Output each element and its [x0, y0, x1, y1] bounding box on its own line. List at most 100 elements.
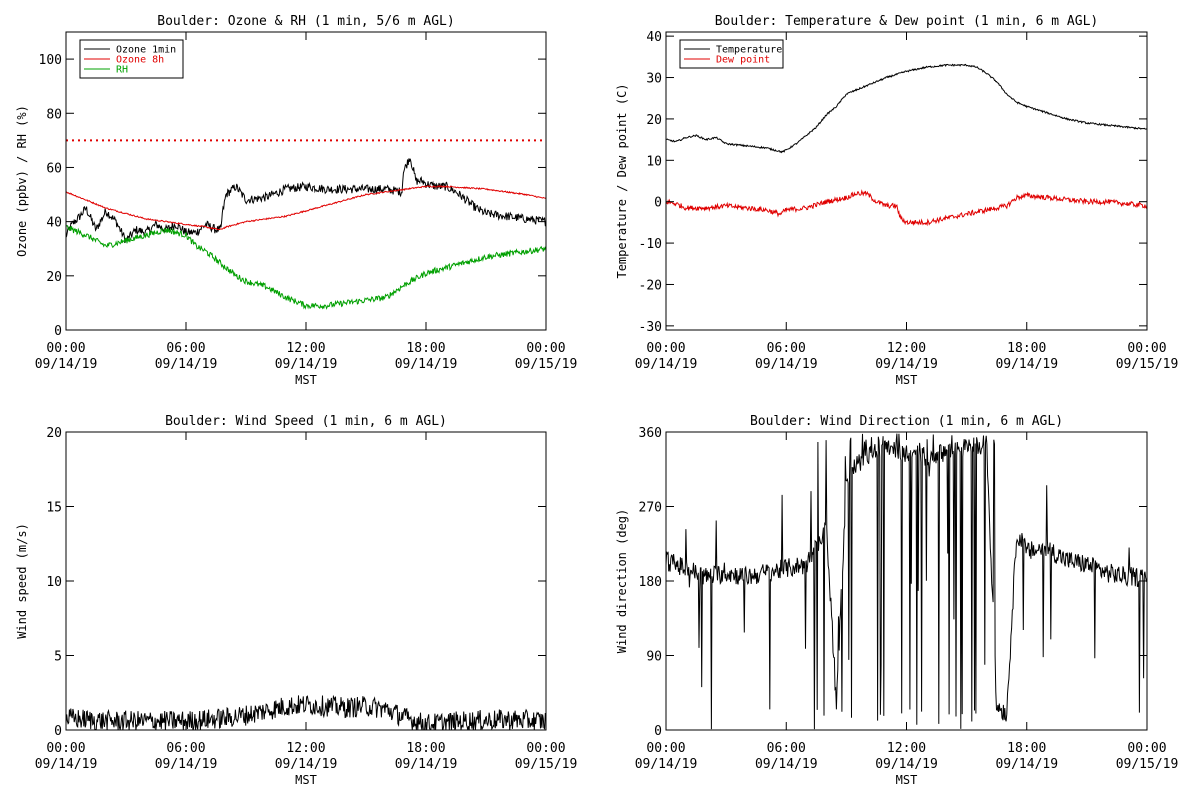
plot-frame — [665, 31, 1148, 331]
y-tick-label: 0 — [654, 724, 662, 739]
y-axis-label: Ozone (ppbv) / RH (%) — [15, 105, 29, 257]
x-tick-date: 09/14/19 — [35, 357, 98, 372]
x-axis-label: MST — [896, 373, 918, 387]
y-tick-label: 60 — [46, 161, 62, 176]
y-tick-label: 0 — [54, 724, 62, 739]
chart-wind-speed: Boulder: Wind Speed (1 min, 6 m AGL) 0 5 10… — [15, 414, 577, 787]
x-tick-date: 09/14/19 — [395, 757, 458, 772]
x-tick-date: 09/14/19 — [995, 757, 1058, 772]
x-tick-date: 09/14/19 — [755, 357, 818, 372]
plot-area — [66, 139, 546, 310]
chart-wind-direction: Boulder: Wind Direction (1 min, 6 m AGL)… — [615, 414, 1178, 787]
x-tick-time: 12:00 — [887, 741, 926, 756]
series-line-rh — [66, 224, 546, 310]
chart-title: Boulder: Ozone & RH (1 min, 5/6 m AGL) — [157, 14, 454, 29]
chart-title: Boulder: Wind Direction (1 min, 6 m AGL) — [750, 414, 1063, 429]
legend-label: Temperature — [716, 45, 782, 56]
x-tick-date: 09/14/19 — [155, 357, 218, 372]
chart-temp-dew: Boulder: Temperature & Dew point (1 min,… — [615, 14, 1178, 387]
legend-box — [679, 39, 784, 69]
legend-label: Ozone 8h — [116, 55, 164, 66]
y-tick-label: -20 — [639, 278, 662, 293]
y-tick-label: 270 — [639, 501, 662, 516]
plot-frame — [65, 431, 547, 731]
x-tick-date: 09/15/19 — [515, 757, 578, 772]
legend-label: Dew point — [716, 55, 770, 66]
x-tick-date: 09/14/19 — [275, 757, 338, 772]
plot-area — [666, 433, 1147, 730]
x-tick-time: 18:00 — [406, 341, 445, 356]
series-line-data — [666, 433, 1147, 730]
chart-title: Boulder: Temperature & Dew point (1 min,… — [715, 14, 1099, 29]
series-line-ozone-8h — [66, 184, 546, 231]
x-axis-label: MST — [295, 373, 317, 387]
y-tick-label: 15 — [46, 501, 62, 516]
x-tick-time: 06:00 — [166, 741, 205, 756]
y-tick-label: 360 — [639, 426, 662, 441]
x-tick-date: 09/14/19 — [275, 357, 338, 372]
x-tick-date: 09/14/19 — [875, 357, 938, 372]
y-tick-label: 100 — [39, 53, 62, 68]
y-tick-label: 5 — [54, 650, 62, 665]
x-tick-time: 12:00 — [887, 341, 926, 356]
x-tick-time: 00:00 — [1127, 741, 1166, 756]
x-tick-date: 09/14/19 — [755, 757, 818, 772]
plot-area — [666, 63, 1147, 227]
x-tick-date: 09/15/19 — [1116, 357, 1179, 372]
x-tick-date: 09/14/19 — [995, 357, 1058, 372]
x-tick-time: 06:00 — [767, 341, 806, 356]
y-tick-label: 0 — [54, 324, 62, 339]
y-tick-label: 20 — [46, 426, 62, 441]
x-tick-time: 18:00 — [1007, 341, 1046, 356]
y-tick-label: 40 — [646, 30, 662, 45]
legend-label: RH — [116, 65, 128, 76]
y-tick-label: 20 — [646, 113, 662, 128]
y-tick-label: 10 — [646, 154, 662, 169]
x-tick-date: 09/15/19 — [1116, 757, 1179, 772]
series-line-data — [66, 694, 546, 730]
x-tick-time: 06:00 — [166, 341, 205, 356]
x-tick-time: 00:00 — [46, 741, 85, 756]
series-line-temperature — [666, 63, 1147, 154]
chart-ozone-rh: Boulder: Ozone & RH (1 min, 5/6 m AGL) 0 2… — [15, 14, 577, 387]
y-tick-label: 20 — [46, 270, 62, 285]
x-tick-date: 09/14/19 — [635, 757, 698, 772]
x-axis-label: MST — [896, 773, 918, 787]
x-tick-date: 09/15/19 — [515, 357, 578, 372]
y-tick-label: -10 — [639, 237, 662, 252]
x-tick-time: 00:00 — [526, 341, 565, 356]
x-tick-date: 09/14/19 — [155, 757, 218, 772]
x-tick-date: 09/14/19 — [875, 757, 938, 772]
y-tick-label: 10 — [46, 575, 62, 590]
x-tick-time: 12:00 — [286, 341, 325, 356]
y-tick-label: 30 — [646, 72, 662, 87]
y-axis-label: Wind speed (m/s) — [15, 523, 29, 639]
plot-area — [66, 694, 546, 730]
x-tick-time: 06:00 — [767, 741, 806, 756]
y-tick-label: 180 — [639, 575, 662, 590]
y-tick-label: 40 — [46, 216, 62, 231]
x-tick-time: 00:00 — [646, 341, 685, 356]
x-tick-time: 12:00 — [286, 741, 325, 756]
x-tick-date: 09/14/19 — [635, 357, 698, 372]
x-tick-time: 18:00 — [406, 741, 445, 756]
y-tick-label: 90 — [646, 650, 662, 665]
y-axis-label: Wind direction (deg) — [615, 509, 629, 654]
x-tick-date: 09/14/19 — [395, 357, 458, 372]
series-line-dew-point — [666, 189, 1147, 227]
y-axis-label: Temperature / Dew point (C) — [615, 83, 629, 278]
x-tick-date: 09/14/19 — [35, 757, 98, 772]
chart-title: Boulder: Wind Speed (1 min, 6 m AGL) — [165, 414, 447, 429]
x-tick-time: 00:00 — [1127, 341, 1166, 356]
x-tick-time: 18:00 — [1007, 741, 1046, 756]
y-tick-label: 80 — [46, 107, 62, 122]
x-tick-time: 00:00 — [46, 341, 85, 356]
x-tick-time: 00:00 — [526, 741, 565, 756]
legend-label: Ozone 1min — [116, 45, 176, 56]
y-tick-label: 0 — [654, 196, 662, 211]
x-axis-label: MST — [295, 773, 317, 787]
series-line-ozone-1min — [66, 158, 546, 243]
